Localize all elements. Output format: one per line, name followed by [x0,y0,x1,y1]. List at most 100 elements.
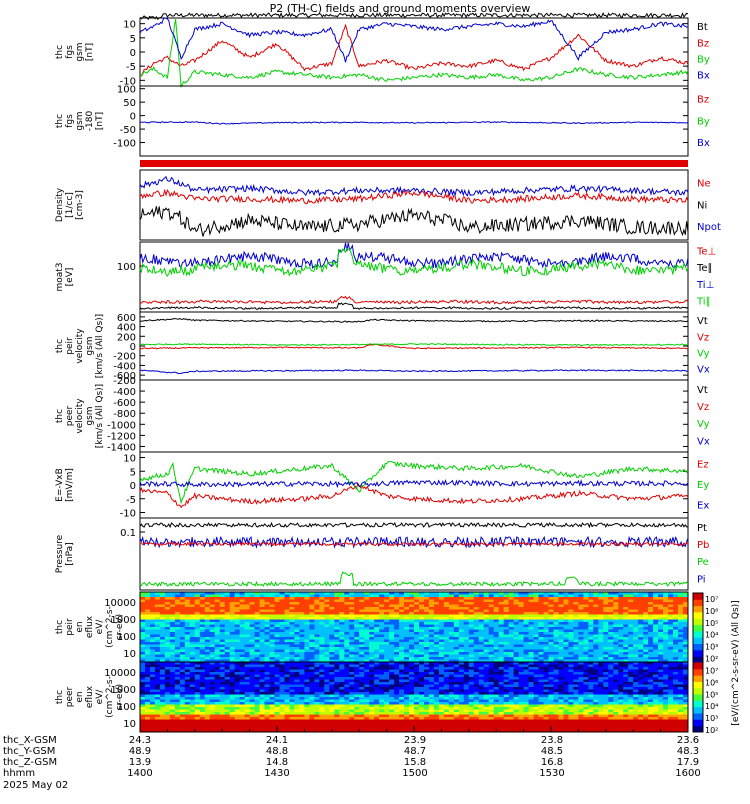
x-axis-value: 13.9 [129,757,151,768]
panel-peir_eflux-ylabel: eflux [85,615,95,638]
colorbar-tick-label: 10³ [705,714,718,723]
pressure-trace [140,572,688,586]
colorbar-tick-label: 10⁵ [705,619,718,628]
panel-efield-tick-label: -10 [120,509,136,520]
spectrogram-tick-label: 1000 [111,615,136,626]
spectrogram-tick-label: 1000 [111,685,136,696]
panel-peer_velocity-ylabel: thc [55,409,65,423]
panel-fgs_fixed-ylabel: -180 [85,111,95,132]
panel-peir_eflux-ylabel: peir [65,618,75,636]
figure-title: P2 (TH-C) fields and ground moments over… [270,2,531,15]
x-axis-value: 14.8 [266,757,288,768]
panel-efield-tick-label: 5 [130,467,136,478]
panel-peer_velocity-legend-vz: Vz [697,402,709,413]
panel-peir_velocity-ylabel: gsm [85,336,95,355]
colorbar: 10⁷10⁶10⁵10⁴10³10²10⁷10⁶10⁵10⁴10³10²[eV/… [693,593,741,735]
panel-temperature-tick-label: 100 [117,262,136,273]
panel-peer_velocity-tick-label: -800 [113,409,136,420]
panel-density-legend-ne: Ne [697,178,711,189]
panel-peir_eflux-ylabel: (cm^2-s- [105,606,115,648]
panel-peer_velocity-ylabel: gsm [85,406,95,425]
panel-temperature-ylabel: [eV] [65,268,75,287]
panel-fgs-legend-bx: Bx [697,71,710,82]
panel-fgs-ylabel: gsm [75,42,85,61]
spectrogram-tick-label: 100 [117,702,136,713]
panel-peer_eflux-ylabel: peer [65,686,75,707]
panel-peer_velocity-tick-label: -1200 [107,431,136,442]
panel-peir_velocity-legend-vy: Vy [697,349,710,360]
panel-efield-legend-ez: Ez [697,459,709,470]
panel-peer_velocity-legend-vx: Vx [697,436,710,447]
x-axis-value: 17.9 [677,757,699,768]
x-axis-value: 48.3 [677,746,699,757]
colorbar-tick-label: 10⁴ [705,631,718,640]
panel-pressure-frame [140,518,688,590]
temperature-trace [140,303,688,309]
panel-efield-tick-label: -5 [126,495,136,506]
x-axis-value: 15.8 [404,757,426,768]
panel-fgs-legend-bt: Bt [697,22,708,33]
colorbar-tick-label: 10² [705,726,718,735]
panel-fgs_fixed-legend-bz: Bz [697,94,709,105]
panel-peir_velocity-ylabel: peir [65,337,75,355]
panel-peir_eflux-ylabel: en [75,621,85,632]
panel-peer_velocity-tick-label: -1000 [107,420,136,431]
spectrogram-tick-label: 100 [117,632,136,643]
panel-fgs_fixed-legend-by: By [697,116,710,127]
fgs_fixed-series-bx [140,122,688,125]
panel-peer_velocity-tick-label: -1400 [107,442,136,453]
x-axis-value: 48.5 [541,746,563,757]
panel-fgs_fixed-frame [140,86,688,156]
panel-peer_velocity-frame [140,380,688,452]
x-axis-value: 48.7 [404,746,426,757]
panel-temperature-legend-te∥: Te∥ [696,263,713,274]
x-axis-value: 48.8 [266,746,288,757]
quality-flag-bar [140,160,688,167]
panel-peer_eflux-ylabel: eV/ [95,689,105,705]
panel-temperature-legend-ti∥: Ti∥ [696,297,711,308]
panel-fgs-legend-by: By [697,55,710,66]
panel-efield-tick-label: 10 [123,454,136,465]
colorbar-label: [eV/(cm^2-s-sr-eV) (All Qs)] [731,600,741,725]
x-axis-value: 16.8 [541,757,563,768]
spectrogram-tick-label: 10000 [104,668,136,679]
panel-peir_velocity-legend-vz: Vz [697,332,709,343]
x-axis-value: 24.1 [266,735,288,746]
fgs-series-bx [140,18,688,62]
efield-series-ez [140,483,688,507]
spectrogram-tick-label: 10 [123,649,136,660]
panel-fgs_fixed-tick-label: -50 [120,125,136,136]
panel-fgs_fixed-tick-label: -100 [113,139,136,150]
panel-density-legend-npot: Npot [697,222,721,233]
colorbar-tick-label: 10⁷ [705,666,718,675]
panel-peir_velocity-legend-vx: Vx [697,365,710,376]
panel-fgs-ylabel: thc [55,45,65,59]
colorbar-tick-label: 10⁶ [705,678,718,687]
density-series-ni [140,206,688,236]
panel-density-legend-ni: Ni [697,200,707,211]
x-axis-value: 23.6 [677,735,699,746]
panel-peer_velocity-ylabel: velocity [75,398,85,434]
colorbar-tick-label: 10² [705,655,718,664]
fgs-series-by [140,19,688,87]
x-axis-value: 1600 [675,768,700,779]
panel-density-ylabel: [1/cc] [65,192,75,218]
panel-temperature-ylabel: moat3 [55,262,65,291]
colorbar-tick-label: 10⁶ [705,607,718,616]
peir_velocity-series-vx [140,370,688,374]
x-axis-value: 48.9 [129,746,151,757]
colorbar-tick-label: 10³ [705,643,718,652]
panel-pressure-tick-label: 0.1 [120,528,136,539]
panel-fgs-tick-label: 5 [130,34,136,45]
panel-peer_velocity-ylabel: peer [65,405,75,426]
x-axis-value: 1500 [402,768,427,779]
panel-peer_eflux-ylabel: eflux [85,685,95,708]
panel-peir_eflux-ylabel: thc [55,620,65,634]
colorbar-tick-label: 10⁷ [705,595,718,604]
